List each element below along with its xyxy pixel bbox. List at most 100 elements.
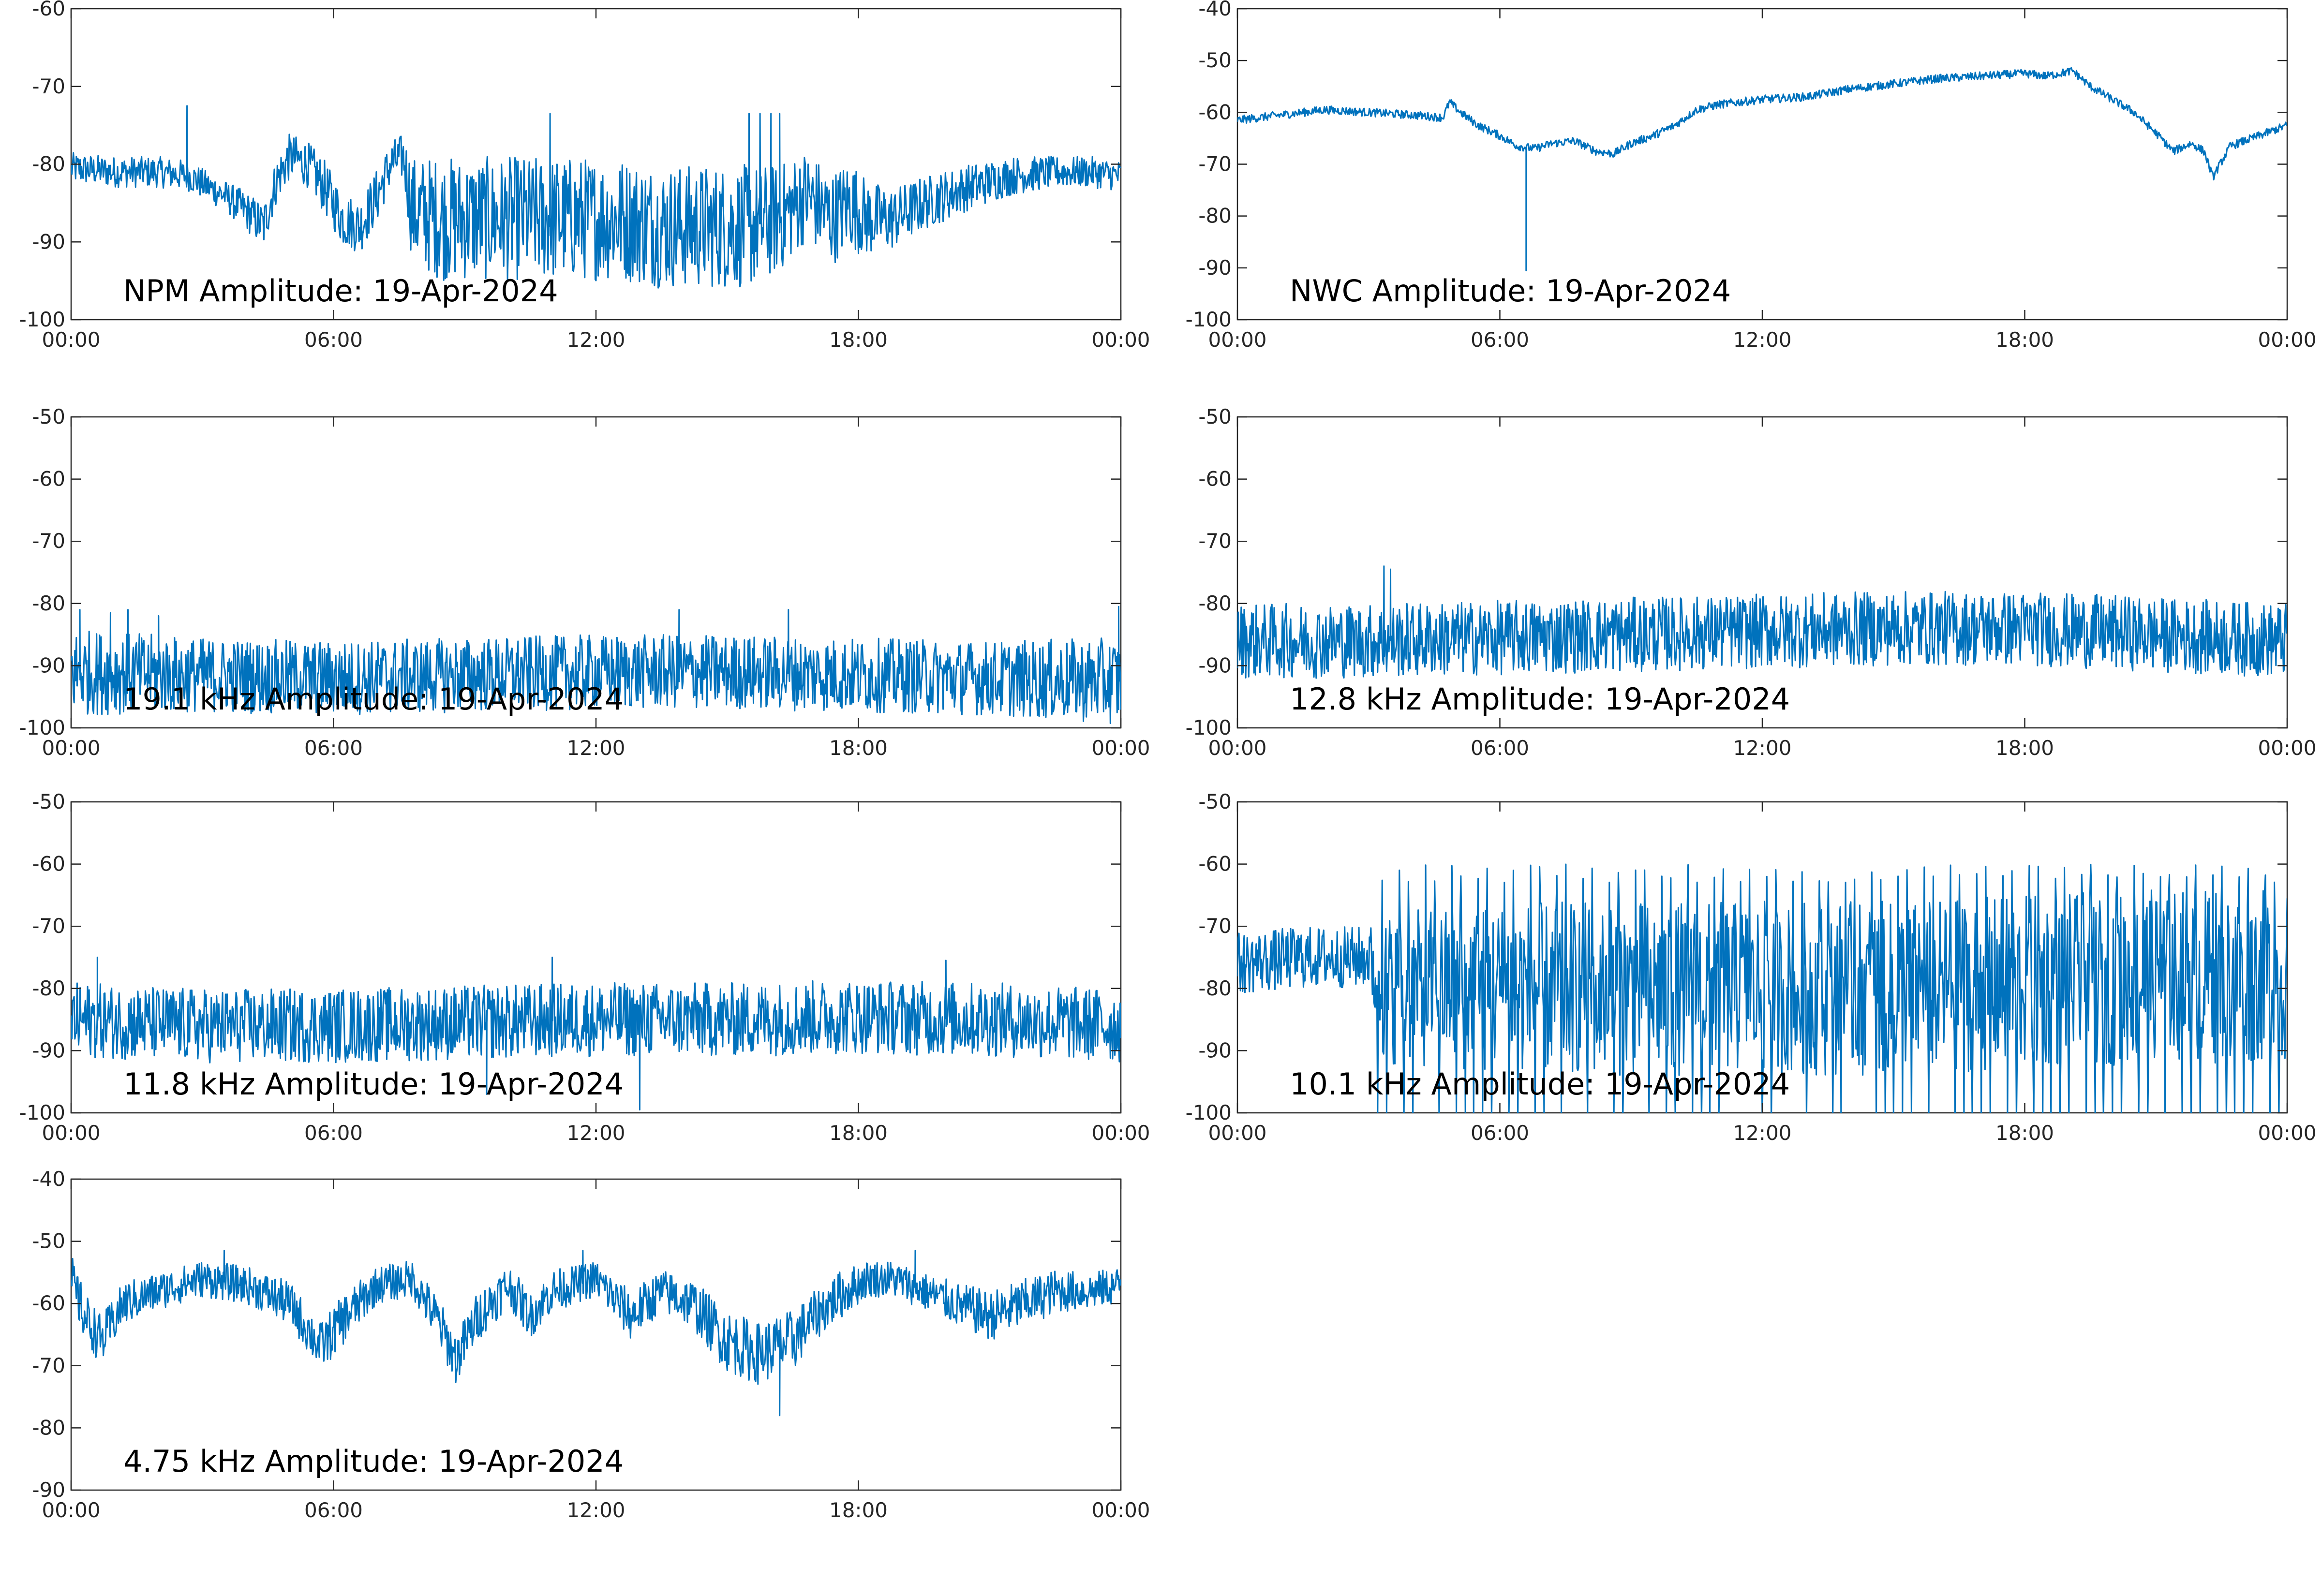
x-tick-label: 18:00: [829, 736, 888, 760]
chart-panel: -100 -90 -80 -70 -60 -50 00:00 06:00 12:00 18:00 0…: [19, 405, 1150, 760]
y-tick-label: -50: [32, 790, 65, 813]
x-tick-label: 00:00: [42, 1121, 100, 1145]
chart-panel: -100 -90 -80 -70 -60 -50 -40 00:00 06:00 12:00 18:…: [1186, 0, 2317, 352]
x-tick-label: 06:00: [1471, 1121, 1529, 1145]
y-tick-label: -80: [32, 976, 65, 1000]
y-tick-label: -70: [32, 74, 65, 98]
y-tick-label: -50: [1198, 790, 1232, 813]
x-tick-label: 12:00: [566, 736, 625, 760]
chart-title: 4.75 kHz Amplitude: 19-Apr-2024: [123, 1444, 624, 1479]
chart-title: 11.8 kHz Amplitude: 19-Apr-2024: [123, 1066, 624, 1102]
y-tick-label: -90: [1198, 1038, 1232, 1062]
x-tick-label: 06:00: [1471, 328, 1529, 352]
y-tick-label: -70: [1198, 914, 1232, 938]
y-tick-label: -90: [32, 1038, 65, 1062]
chart-panel: -100 -90 -80 -70 -60 -50 00:00 06:00 12:00 18:00 0…: [19, 790, 1150, 1145]
x-tick-label: 06:00: [304, 1498, 363, 1522]
y-tick-label: -90: [1198, 653, 1232, 677]
y-tick-label: -50: [1198, 48, 1232, 72]
y-tick-label: -100: [1186, 716, 1232, 739]
plot-area: [70, 801, 1122, 1114]
series-line: [1237, 565, 2287, 679]
plot-area: [1236, 8, 2288, 321]
y-tick-label: -90: [32, 1478, 65, 1502]
y-tick-label: -60: [32, 467, 65, 491]
y-tick-label: -70: [1198, 529, 1232, 553]
y-tick-label: -80: [1198, 591, 1232, 615]
y-tick-label: -60: [32, 1291, 65, 1315]
chart-title: 12.8 kHz Amplitude: 19-Apr-2024: [1290, 681, 1790, 717]
y-tick-label: -80: [1198, 204, 1232, 228]
chart-title: NPM Amplitude: 19-Apr-2024: [123, 273, 558, 309]
chart-panel: -100 -90 -80 -70 -60 -50 00:00 06:00 12:00 18:00 0…: [1186, 405, 2317, 760]
x-tick-label: 06:00: [304, 328, 363, 352]
x-tick-label: 18:00: [829, 1498, 888, 1522]
chart-title: 19.1 kHz Amplitude: 19-Apr-2024: [123, 681, 624, 717]
chart-title: NWC Amplitude: 19-Apr-2024: [1290, 273, 1731, 309]
x-tick-label: 18:00: [1995, 328, 2054, 352]
x-tick-label: 00:00: [1091, 1121, 1150, 1145]
series-line: [1237, 67, 2287, 271]
x-tick-label: 00:00: [42, 328, 100, 352]
x-tick-label: 00:00: [1208, 736, 1266, 760]
x-tick-label: 00:00: [1091, 736, 1150, 760]
x-tick-label: 18:00: [1995, 736, 2054, 760]
x-tick-label: 12:00: [566, 328, 625, 352]
x-tick-label: 12:00: [1733, 1121, 1791, 1145]
chart-title: 10.1 kHz Amplitude: 19-Apr-2024: [1290, 1066, 1790, 1102]
y-tick-label: -60: [32, 852, 65, 876]
y-tick-label: -60: [1198, 100, 1232, 124]
y-tick-label: -100: [1186, 1101, 1232, 1124]
series-line: [71, 105, 1121, 289]
y-tick-label: -60: [1198, 852, 1232, 876]
x-tick-label: 00:00: [1208, 328, 1266, 352]
y-tick-label: -60: [32, 0, 65, 20]
y-tick-label: -70: [32, 529, 65, 553]
series-line: [1237, 863, 2287, 1113]
x-tick-label: 00:00: [1091, 1498, 1150, 1522]
y-tick-label: -90: [32, 230, 65, 253]
x-tick-label: 00:00: [1091, 328, 1150, 352]
x-tick-label: 00:00: [42, 1498, 100, 1522]
x-tick-label: 06:00: [304, 1121, 363, 1145]
chart-panel: -100 -90 -80 -70 -60 -50 00:00 06:00 12:00 18:00 0…: [1186, 790, 2317, 1145]
y-tick-label: -50: [1198, 405, 1232, 429]
x-tick-label: 00:00: [2258, 736, 2316, 760]
y-tick-label: -70: [32, 1354, 65, 1377]
y-tick-label: -80: [32, 1416, 65, 1439]
x-tick-label: 12:00: [566, 1498, 625, 1522]
y-tick-label: -100: [1186, 308, 1232, 331]
y-tick-label: -90: [32, 653, 65, 677]
y-tick-label: -100: [19, 308, 65, 331]
x-tick-label: 18:00: [1995, 1121, 2054, 1145]
y-tick-label: -60: [1198, 467, 1232, 491]
series-line: [71, 957, 1121, 1111]
y-tick-label: -80: [1198, 976, 1232, 1000]
series-line: [71, 606, 1121, 724]
x-tick-label: 12:00: [1733, 328, 1791, 352]
y-tick-label: -50: [32, 405, 65, 429]
y-tick-label: -40: [32, 1167, 65, 1191]
plot-area: [70, 1178, 1122, 1491]
y-tick-label: -70: [1198, 152, 1232, 176]
y-tick-label: -70: [32, 914, 65, 938]
y-tick-label: -40: [1198, 0, 1232, 20]
y-tick-label: -100: [19, 716, 65, 739]
y-tick-label: -80: [32, 152, 65, 176]
y-tick-label: -90: [1198, 256, 1232, 280]
x-tick-label: 00:00: [2258, 328, 2316, 352]
x-tick-label: 06:00: [1471, 736, 1529, 760]
y-tick-label: -80: [32, 591, 65, 615]
series-line: [71, 1250, 1121, 1417]
x-tick-label: 12:00: [1733, 736, 1791, 760]
x-tick-label: 12:00: [566, 1121, 625, 1145]
y-tick-label: -50: [32, 1229, 65, 1253]
x-tick-label: 00:00: [2258, 1121, 2316, 1145]
y-tick-label: -100: [19, 1101, 65, 1124]
chart-panel: -100 -90 -80 -70 -60 00:00 06:00 12:00 18:00 00:0…: [19, 0, 1150, 352]
x-tick-label: 00:00: [1208, 1121, 1266, 1145]
x-tick-label: 00:00: [42, 736, 100, 760]
chart-panel: -90 -80 -70 -60 -50 -40 00:00 06:00 12:00 18:00 00…: [32, 1167, 1150, 1522]
x-tick-label: 06:00: [304, 736, 363, 760]
